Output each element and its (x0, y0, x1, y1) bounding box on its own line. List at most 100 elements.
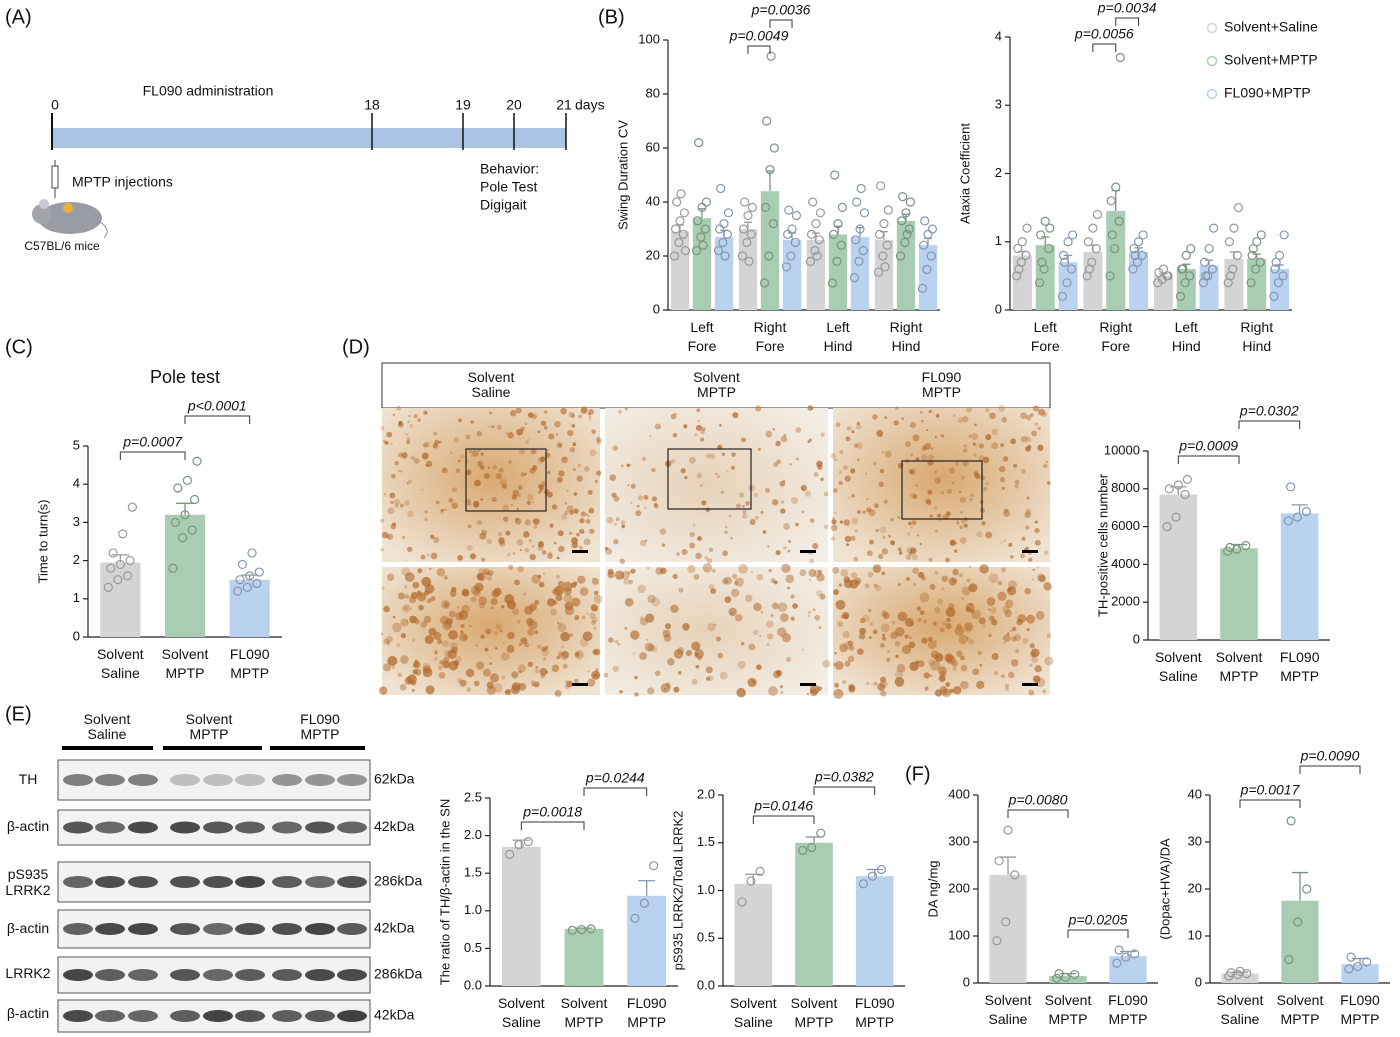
stained-cell (1027, 444, 1032, 449)
stained-cell (534, 683, 539, 688)
stained-cell (908, 521, 912, 526)
x-tick-label-line: Hind (892, 338, 921, 354)
stained-cell (414, 668, 422, 676)
stained-cell (887, 650, 890, 653)
behavior-label: Digigait (480, 197, 527, 213)
stained-cell (838, 583, 842, 587)
blot-band (235, 821, 265, 834)
stained-cell (952, 568, 959, 576)
stained-cell (399, 683, 407, 691)
stained-cell (563, 510, 569, 516)
data-point (882, 240, 892, 250)
data-point (1232, 250, 1242, 260)
timeline-tick-label: 18 (364, 97, 380, 113)
legend-label: Solvent+Saline (1224, 19, 1318, 35)
bar (760, 191, 780, 310)
stained-cell (515, 517, 519, 521)
stained-cell (588, 412, 591, 416)
data-point (1106, 196, 1116, 206)
stained-cell (591, 619, 597, 626)
histology-group-label-line: MPTP (697, 384, 736, 400)
stained-cell (587, 670, 590, 673)
stained-cell (547, 470, 551, 475)
stained-cell (634, 692, 639, 697)
stained-cell (537, 541, 545, 548)
zoom-box (465, 448, 547, 512)
data-point (1022, 223, 1032, 233)
data-point (811, 219, 821, 229)
blot-group-label: FL090 MPTP (300, 711, 340, 742)
stained-cell (554, 585, 565, 595)
x-tick-label-line: Left (1034, 319, 1057, 335)
stained-cell (424, 584, 435, 594)
stained-cell (433, 631, 442, 640)
stained-cell (881, 548, 888, 555)
stained-cell (549, 523, 554, 528)
stained-cell (556, 655, 561, 660)
histology-group-label-line: FL090 (922, 369, 962, 385)
data-point (700, 224, 710, 234)
stained-cell (422, 667, 433, 678)
stained-cell (1002, 455, 1009, 462)
blot-band (95, 821, 125, 834)
data-point (832, 256, 842, 266)
data-point (125, 555, 135, 566)
data-point (815, 208, 825, 218)
data-point (816, 828, 826, 838)
stained-cell (596, 439, 602, 445)
stained-cell (425, 685, 435, 695)
stained-cell (448, 630, 458, 640)
stained-cell (439, 660, 444, 665)
stained-cell (988, 615, 995, 622)
stained-cell (553, 585, 564, 596)
blot-band (63, 969, 93, 981)
stained-cell (511, 608, 520, 616)
stained-cell (518, 643, 522, 646)
stained-cell (926, 500, 932, 506)
stained-cell (742, 509, 747, 515)
stained-cell (1000, 541, 1003, 544)
stained-cell (593, 648, 601, 656)
stained-cell (630, 630, 640, 640)
stained-cell (1038, 574, 1046, 583)
bar (1035, 245, 1055, 310)
stained-cell (730, 536, 733, 540)
data-point (577, 924, 587, 935)
stained-cell (507, 631, 515, 640)
stained-cell (448, 498, 454, 503)
stained-cell (919, 592, 930, 603)
data-point (1279, 230, 1289, 240)
stained-cell (842, 465, 848, 471)
data-point (670, 224, 681, 234)
x-tick-label: Solvent Saline (97, 646, 144, 681)
data-point (1283, 516, 1293, 526)
stained-cell (455, 468, 461, 473)
data-point (245, 571, 255, 581)
stained-cell (474, 479, 481, 487)
x-tick-label-line: Solvent (1045, 992, 1092, 1008)
stained-cell (495, 623, 502, 630)
stained-cell (988, 633, 992, 638)
bar (795, 842, 833, 986)
data-point (1201, 271, 1211, 281)
data-point (917, 283, 928, 293)
stained-cell (735, 613, 743, 622)
stained-cell (685, 649, 692, 657)
stained-cell (844, 475, 851, 482)
stained-cell (557, 580, 564, 587)
stained-cell (489, 411, 492, 415)
data-point (1256, 230, 1266, 240)
stained-cell (964, 622, 974, 631)
stained-cell (485, 628, 492, 635)
data-point (904, 224, 914, 234)
stained-cell (477, 460, 484, 467)
stained-cell (693, 524, 696, 527)
stained-cell (407, 420, 410, 423)
scale-bar (1022, 550, 1038, 553)
stained-cell (605, 547, 613, 555)
blot-band (95, 1010, 125, 1022)
stained-cell (524, 519, 531, 526)
bar (1153, 275, 1173, 310)
data-point (737, 897, 747, 907)
stained-cell (421, 452, 429, 460)
